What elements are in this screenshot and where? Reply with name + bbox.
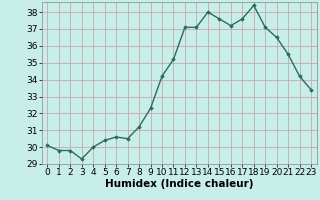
X-axis label: Humidex (Indice chaleur): Humidex (Indice chaleur) xyxy=(105,179,253,189)
